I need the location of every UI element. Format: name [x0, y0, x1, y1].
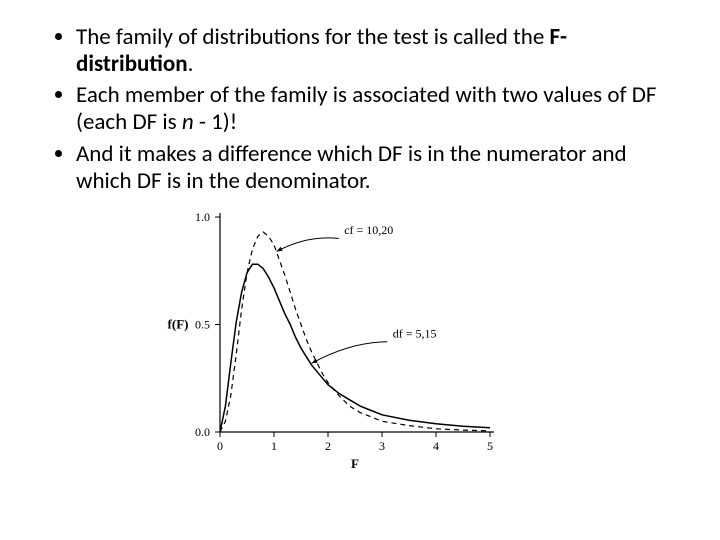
- curve-df-5-15: [220, 264, 490, 432]
- svg-text:3: 3: [379, 439, 385, 453]
- bullet-item-2: Each member of the family is associated …: [76, 82, 680, 136]
- svg-text:5: 5: [487, 439, 493, 453]
- svg-text:4: 4: [433, 439, 439, 453]
- bullet-1-pre: The family of distributions for the test…: [76, 23, 550, 51]
- bullet-list: The family of distributions for the test…: [40, 24, 680, 195]
- bullet-item-1: The family of distributions for the test…: [76, 24, 680, 78]
- svg-text:1: 1: [271, 439, 277, 453]
- series-label: df = 5,15: [393, 326, 437, 340]
- svg-text:0.5: 0.5: [195, 317, 210, 331]
- bullet-2-italic: n: [182, 108, 194, 136]
- figure-container: 0 1 2 3 4 5 0.0 0.5 1.0 Ff(F) cf = 10,20 df = 5,15: [40, 207, 680, 482]
- curve-df-10-20: [220, 232, 490, 432]
- f-distribution-chart: 0 1 2 3 4 5 0.0 0.5 1.0 Ff(F) cf = 10,20 df = 5,15: [160, 207, 560, 477]
- svg-text:0: 0: [217, 439, 223, 453]
- series-label: cf = 10,20: [344, 223, 393, 237]
- bullet-item-3: And it makes a difference which DF is in…: [76, 141, 680, 195]
- svg-text:0.0: 0.0: [195, 425, 210, 439]
- bullet-2-pre: Each member of the family is associated …: [76, 81, 656, 136]
- svg-text:F: F: [351, 456, 359, 471]
- bullet-1-post: .: [188, 50, 194, 78]
- svg-text:2: 2: [325, 439, 331, 453]
- svg-text:1.0: 1.0: [195, 210, 210, 224]
- bullet-3-pre: And it makes a difference which DF is in…: [76, 140, 627, 195]
- bullet-2-post: - 1)!: [194, 108, 238, 136]
- svg-text:f(F): f(F): [168, 316, 189, 331]
- slide: The family of distributions for the test…: [0, 0, 720, 540]
